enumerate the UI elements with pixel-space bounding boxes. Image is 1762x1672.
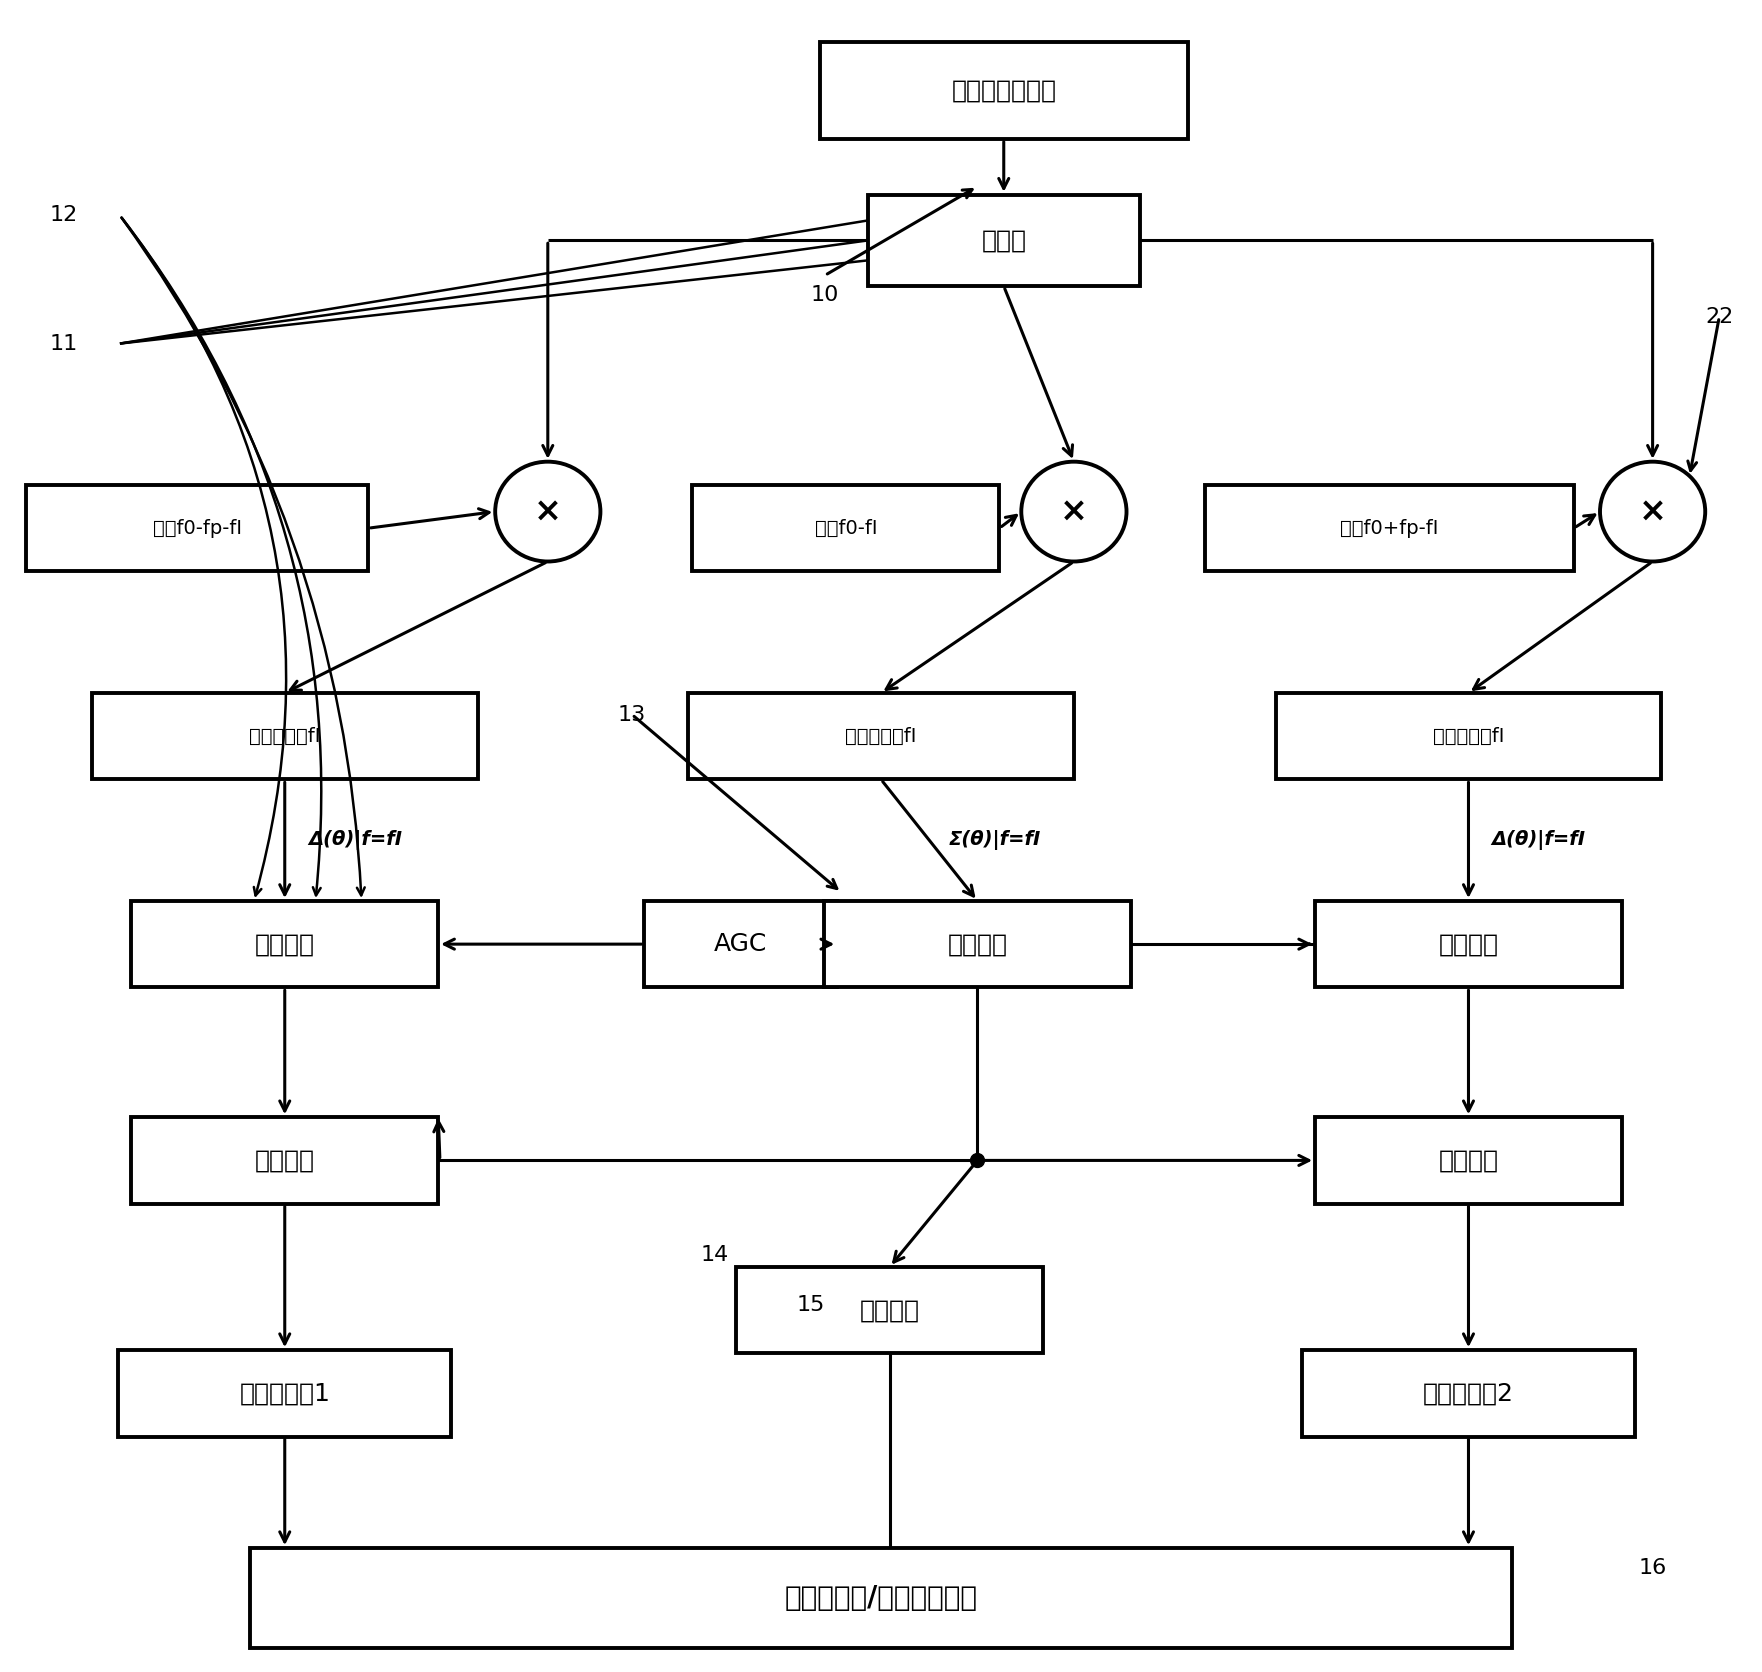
Text: 包络检波: 包络检波 (860, 1297, 920, 1323)
Circle shape (1600, 461, 1706, 562)
Circle shape (1022, 461, 1126, 562)
Text: 中频滤波器fI: 中频滤波器fI (846, 727, 916, 746)
Bar (645, 901, 837, 988)
Text: 角误差信号2: 角误差信号2 (1424, 1381, 1514, 1406)
Bar (737, 1267, 1043, 1353)
Text: 10: 10 (811, 286, 839, 306)
Text: 15: 15 (796, 1296, 825, 1316)
Text: 功分器: 功分器 (981, 229, 1025, 252)
Text: 本振f0+fp-fI: 本振f0+fp-fI (1341, 518, 1440, 538)
Bar (118, 1349, 451, 1436)
Text: 波束控制器/雷达伺服机构: 波束控制器/雷达伺服机构 (784, 1583, 978, 1612)
Text: 14: 14 (700, 1246, 728, 1266)
Text: 12: 12 (49, 206, 78, 226)
Bar (692, 485, 999, 572)
Text: 本振f0-fp-fI: 本振f0-fp-fI (153, 518, 241, 538)
Bar (1314, 901, 1623, 988)
Text: 11: 11 (49, 333, 78, 353)
Text: 中频滤波器fI: 中频滤波器fI (1433, 727, 1505, 746)
Text: 13: 13 (618, 704, 647, 724)
Text: Σ(θ)|f=fI: Σ(θ)|f=fI (950, 831, 1041, 849)
Text: ×: × (1639, 495, 1667, 528)
Text: 相位检波: 相位检波 (1438, 1149, 1498, 1172)
Text: AGC: AGC (714, 931, 766, 956)
Text: 角误差信号1: 角误差信号1 (240, 1381, 329, 1406)
Bar (689, 692, 1073, 779)
Text: Δ(θ)|f=fI: Δ(θ)|f=fI (308, 831, 402, 849)
Text: Δ(θ)|f=fI: Δ(θ)|f=fI (1492, 831, 1586, 849)
Text: 线性中放: 线性中放 (1438, 931, 1498, 956)
Bar (132, 901, 439, 988)
Bar (132, 1117, 439, 1204)
Bar (1314, 1117, 1623, 1204)
Text: 中频滤波器fI: 中频滤波器fI (248, 727, 321, 746)
Text: ×: × (1061, 495, 1087, 528)
Text: 接收的射频信号: 接收的射频信号 (951, 79, 1055, 102)
Text: 16: 16 (1639, 1558, 1667, 1578)
Bar (869, 194, 1140, 286)
Bar (819, 42, 1188, 139)
Circle shape (495, 461, 601, 562)
Text: 相位检波: 相位检波 (255, 1149, 315, 1172)
Text: ×: × (534, 495, 562, 528)
Text: 22: 22 (1706, 308, 1734, 328)
Bar (825, 901, 1131, 988)
Bar (1276, 692, 1662, 779)
Bar (1205, 485, 1573, 572)
Bar (92, 692, 478, 779)
Bar (26, 485, 368, 572)
Text: 线性中放: 线性中放 (255, 931, 315, 956)
Text: 线性中放: 线性中放 (948, 931, 1008, 956)
Text: 本振f0-fI: 本振f0-fI (814, 518, 877, 538)
Bar (1302, 1349, 1635, 1436)
Bar (250, 1548, 1512, 1649)
